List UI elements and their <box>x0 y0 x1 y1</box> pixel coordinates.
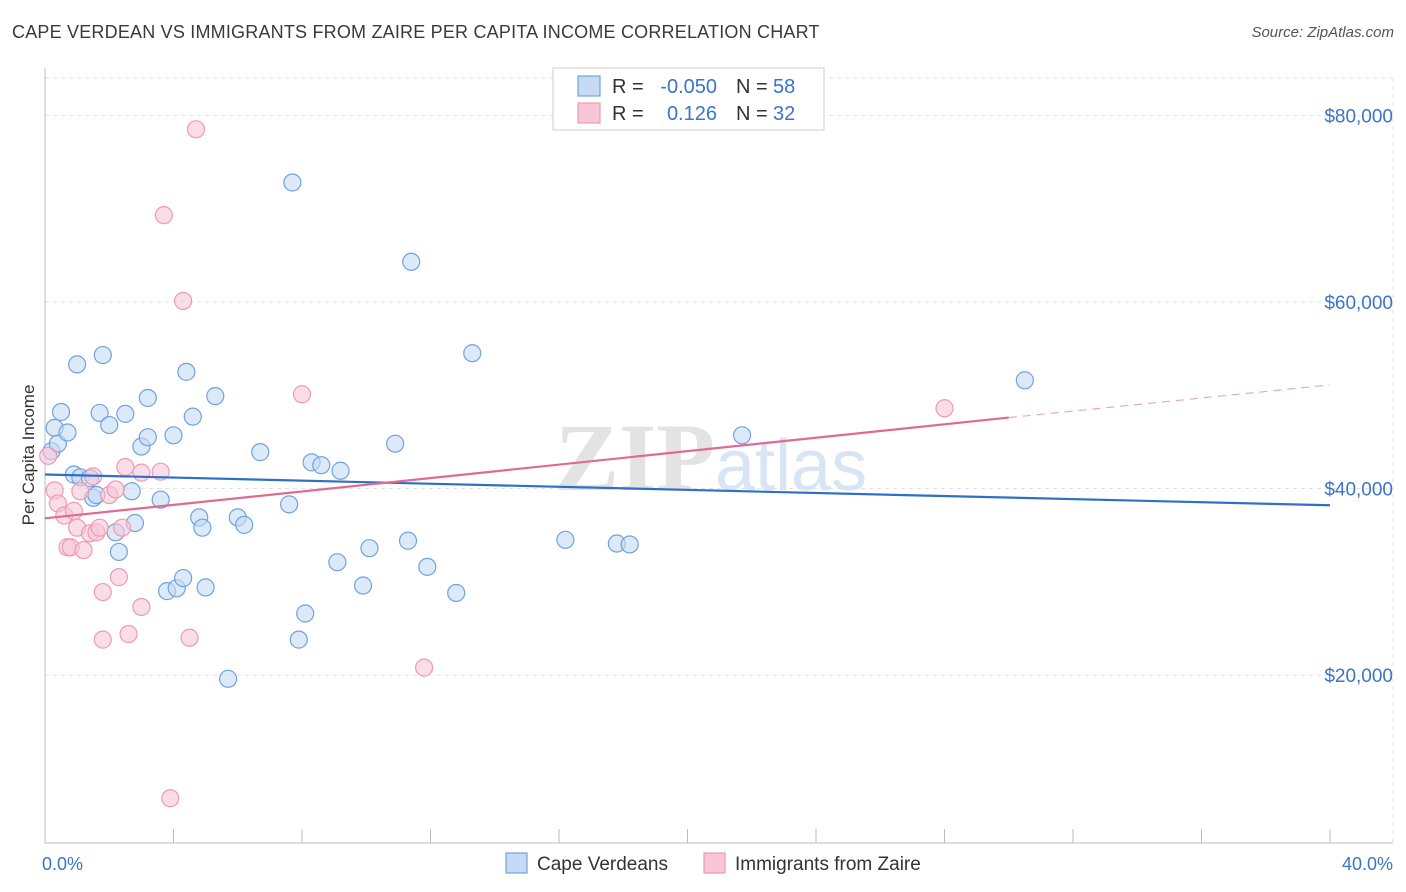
point-s1-20 <box>116 457 135 477</box>
point-s0-40 <box>296 604 315 623</box>
point-s0-45 <box>353 576 373 595</box>
point-s0-11 <box>90 403 109 423</box>
point-s1-26 <box>161 789 180 808</box>
y-tick-label-1: $40,000 <box>1324 479 1393 500</box>
point-s0-39 <box>289 630 308 649</box>
point-s0-31 <box>196 578 215 597</box>
legend-r-label-1: R = <box>612 76 644 98</box>
point-s1-18 <box>109 568 128 587</box>
bottom-legend-swatch-cape-verdeans <box>505 852 528 874</box>
point-s0-22 <box>151 490 170 509</box>
point-s0-28 <box>183 407 202 426</box>
point-s0-20 <box>138 428 157 447</box>
x-tick-label-0: 0.0% <box>42 854 83 874</box>
point-s0-15 <box>109 542 128 562</box>
y-tick-label-2: $60,000 <box>1324 293 1393 314</box>
point-s1-15 <box>93 582 112 602</box>
point-s1-14 <box>93 630 112 649</box>
y-tick-label-3: $80,000 <box>1324 106 1393 127</box>
trend-line-1 <box>44 416 1009 520</box>
point-s0-30 <box>193 518 212 537</box>
x-tick-labels: 0.0% 40.0% <box>42 854 1393 874</box>
source-credit: Source: ZipAtlas.com <box>1251 24 1394 41</box>
point-s1-23 <box>132 463 151 482</box>
legend-r-label-2: R = <box>612 103 644 125</box>
point-s0-3 <box>51 402 71 422</box>
point-s0-56 <box>733 426 752 445</box>
point-s0-6 <box>68 355 87 374</box>
point-s1-21 <box>119 624 138 644</box>
bottom-legend-label-zaire: Immigrants from Zaire <box>735 854 921 875</box>
point-s0-47 <box>386 434 405 453</box>
point-s0-43 <box>328 553 347 572</box>
legend-r-value-1: -0.050 <box>660 76 717 98</box>
point-s1-29 <box>186 120 206 139</box>
x-tick-label-1: 40.0% <box>1342 854 1393 874</box>
legend-n-value-1: 58 <box>773 76 795 98</box>
legend-n-value-2: 32 <box>773 103 795 125</box>
y-axis-label: Per Capita Income <box>19 385 38 526</box>
point-s0-51 <box>447 583 466 603</box>
data-points <box>39 120 1034 808</box>
point-s0-33 <box>219 669 238 688</box>
point-s1-28 <box>180 628 199 647</box>
chart-title: CAPE VERDEAN VS IMMIGRANTS FROM ZAIRE PE… <box>12 22 820 42</box>
point-s0-48 <box>398 531 418 550</box>
point-s0-17 <box>122 482 141 501</box>
point-s1-22 <box>132 597 151 617</box>
point-s1-25 <box>154 206 173 225</box>
legend-r-value-2: 0.126 <box>667 103 717 125</box>
point-s0-21 <box>138 388 157 408</box>
point-s1-32 <box>935 399 954 418</box>
point-s0-16 <box>116 404 135 423</box>
y-tick-label-0: $20,000 <box>1324 666 1393 687</box>
bottom-legend-swatch-zaire <box>703 852 726 874</box>
point-s0-42 <box>312 456 331 475</box>
legend-n-label-2: N = <box>736 103 768 125</box>
point-s1-17 <box>106 480 125 499</box>
point-s1-30 <box>292 385 312 404</box>
point-s0-36 <box>251 443 270 462</box>
bottom-legend: Cape Verdeans Immigrants from Zaire <box>505 852 921 875</box>
trend-line-dashed-1 <box>1008 384 1331 419</box>
legend-swatch-zaire <box>577 102 601 124</box>
point-s0-52 <box>463 344 482 363</box>
point-s1-9 <box>74 540 93 560</box>
point-s0-4 <box>58 423 77 442</box>
point-s1-24 <box>151 462 170 481</box>
point-s1-13 <box>90 518 109 537</box>
point-s0-12 <box>93 345 112 365</box>
point-s0-24 <box>164 426 183 445</box>
point-s0-57 <box>1015 371 1034 390</box>
legend-n-label-1: N = <box>736 76 768 98</box>
trend-lines <box>44 384 1331 520</box>
point-s0-44 <box>331 461 350 480</box>
y-tick-labels: $20,000 $40,000 $60,000 $80,000 <box>1324 106 1393 687</box>
legend: R = -0.050 N = 58 R = 0.126 N = 32 <box>552 67 825 131</box>
point-s0-35 <box>235 515 254 534</box>
legend-swatch-cape-verdeans <box>577 75 601 97</box>
point-s0-49 <box>402 252 421 271</box>
point-s0-46 <box>360 539 379 558</box>
point-s0-26 <box>174 568 193 588</box>
point-s0-27 <box>177 362 196 381</box>
point-s1-0 <box>39 446 58 465</box>
point-s0-37 <box>280 495 299 514</box>
point-s0-13 <box>100 415 119 435</box>
point-s0-50 <box>418 557 437 576</box>
point-s0-38 <box>283 173 302 192</box>
bottom-legend-label-cape-verdeans: Cape Verdeans <box>537 854 668 875</box>
point-s0-55 <box>620 535 639 554</box>
point-s0-53 <box>556 530 575 549</box>
point-s0-32 <box>206 387 225 406</box>
point-s1-8 <box>71 482 90 501</box>
trend-line-0 <box>44 473 1331 507</box>
watermark: ZIP atlas <box>555 404 867 511</box>
point-s1-27 <box>174 291 193 311</box>
point-s1-31 <box>414 658 434 677</box>
point-s1-19 <box>112 518 132 537</box>
